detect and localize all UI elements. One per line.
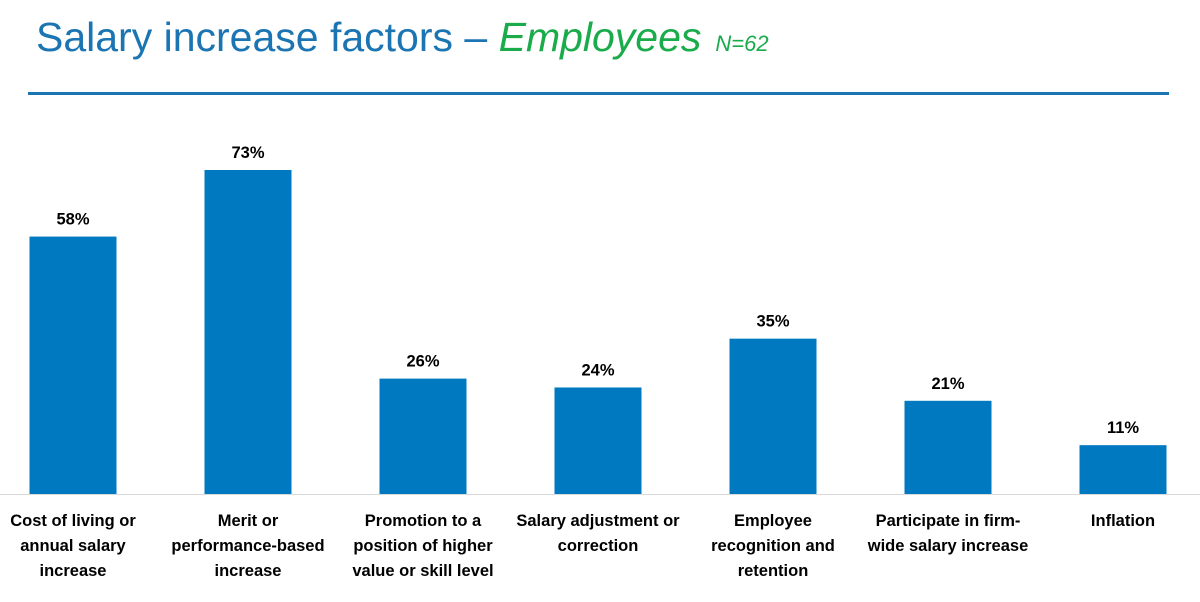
category-label-line: Promotion to a	[364, 512, 482, 530]
category-label: Merit or performance-based increase	[161, 509, 336, 584]
data-label: 35%	[756, 313, 789, 331]
data-label: 26%	[406, 353, 439, 371]
category-label-line: wide salary increase	[867, 537, 1029, 555]
category-label-line: annual salary	[20, 537, 126, 555]
category-label: Inflation	[1036, 509, 1200, 534]
bar	[29, 236, 117, 494]
category-label-line: value or skill level	[352, 562, 494, 580]
category-label: Salary adjustment or correction	[511, 509, 686, 559]
chart-title: Salary increase factors – Employees N=62	[36, 14, 769, 61]
data-label: 11%	[1107, 419, 1139, 437]
category-label-line: Employee	[734, 512, 812, 530]
data-label: 73%	[231, 144, 264, 162]
category-label: Promotion to a position of higher value or…	[336, 509, 511, 584]
category-label-line: recognition and	[711, 537, 835, 555]
category-label-line: increase	[39, 562, 107, 580]
category-label-line: correction	[557, 537, 639, 555]
data-label: 24%	[581, 361, 614, 379]
data-label: 21%	[931, 375, 964, 393]
category-label-line: Inflation	[1090, 512, 1156, 530]
bar	[204, 170, 292, 494]
category-label-line: Participate in firm-	[875, 512, 1021, 530]
bar	[1079, 445, 1167, 494]
title-main: Salary increase factors –	[36, 14, 499, 60]
category-label-line: performance-based	[171, 537, 325, 555]
title-divider	[28, 92, 1169, 95]
category-label-line: Salary adjustment or	[516, 512, 680, 530]
bar	[379, 378, 467, 494]
title-group: Employees	[498, 14, 702, 60]
category-label-line: Merit or	[217, 512, 279, 530]
category-label: Participate in firm-wide salary increase	[861, 509, 1036, 559]
data-label: 58%	[56, 211, 89, 229]
category-label-line: position of higher	[353, 537, 493, 555]
bar	[904, 400, 992, 494]
category-label-line: increase	[214, 562, 282, 580]
category-label-line: Cost of living or	[10, 512, 136, 530]
category-label-line: retention	[737, 562, 809, 580]
bar	[554, 387, 642, 494]
bar	[729, 338, 817, 494]
category-label: Employee recognition and retention	[686, 509, 861, 584]
sample-size: N=62	[715, 31, 769, 56]
category-label: Cost of living or annual salary increase	[0, 509, 161, 584]
